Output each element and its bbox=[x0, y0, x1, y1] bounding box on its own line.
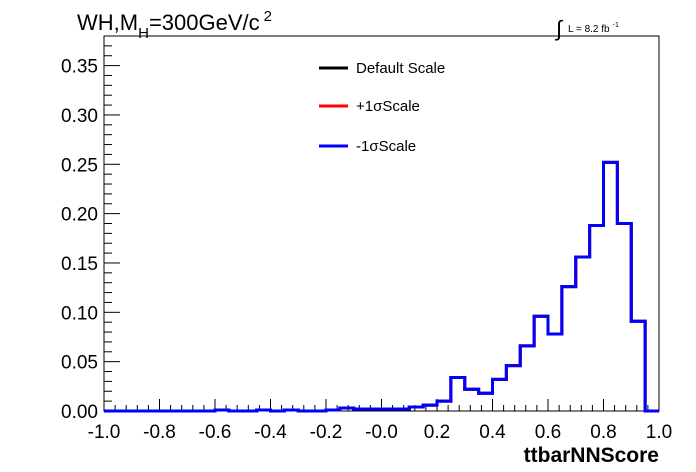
luminosity-value: L = 8.2 fb bbox=[568, 24, 610, 35]
x-tick-label: 0.8 bbox=[590, 422, 616, 443]
y-tick-label: 0.00 bbox=[61, 402, 98, 423]
y-tick-label: 0.25 bbox=[61, 155, 98, 176]
series-lines bbox=[104, 160, 659, 413]
x-axis-title: ttbarNNScore bbox=[524, 444, 659, 467]
y-tick-label: 0.35 bbox=[61, 57, 98, 78]
title-main: WH,M bbox=[77, 10, 138, 35]
y-tick-label: 0.10 bbox=[61, 303, 98, 324]
x-axis: -1.0 -0.8 -0.6 -0.4 -0.2 -0.0 0.2 0.4 0.6 0.8 1.0 bbox=[88, 399, 672, 443]
legend: Default Scale +1σScale -1σScale bbox=[319, 60, 445, 155]
luminosity-text: L = 8.2 fb -1 bbox=[568, 22, 619, 35]
integral-symbol: ∫ bbox=[554, 16, 564, 41]
x-tick-label: -0.0 bbox=[365, 422, 398, 443]
y-axis: 0.00 0.05 0.10 0.15 0.20 0.25 0.30 0.35 bbox=[61, 35, 120, 423]
x-tick-label: 1.0 bbox=[646, 422, 672, 443]
x-tick-label: -0.4 bbox=[254, 422, 287, 443]
legend-label-plus1sigma: +1σScale bbox=[356, 98, 420, 115]
luminosity-superscript: -1 bbox=[613, 22, 619, 29]
title-superscript: 2 bbox=[264, 8, 272, 25]
title-rest: =300GeV/c bbox=[149, 10, 260, 35]
x-tick-label: -0.8 bbox=[143, 422, 176, 443]
x-tick-label: 0.2 bbox=[424, 422, 450, 443]
y-tick-label: 0.15 bbox=[61, 254, 98, 275]
chart-title: WH,MH=300GeV/c 2 bbox=[77, 8, 272, 42]
luminosity-label: ∫ L = 8.2 fb -1 bbox=[554, 16, 619, 41]
x-tick-label: -1.0 bbox=[88, 422, 121, 443]
series-line-minus1sigma bbox=[104, 160, 659, 413]
y-tick-label: 0.20 bbox=[61, 205, 98, 226]
x-tick-label: -0.2 bbox=[310, 422, 343, 443]
y-tick-label: 0.05 bbox=[61, 353, 98, 374]
x-tick-label: -0.6 bbox=[199, 422, 232, 443]
x-tick-label: 0.6 bbox=[535, 422, 561, 443]
legend-label-minus1sigma: -1σScale bbox=[356, 138, 416, 155]
legend-label-default: Default Scale bbox=[356, 60, 445, 77]
y-tick-label: 0.30 bbox=[61, 106, 98, 127]
title-subscript: H bbox=[138, 25, 149, 42]
x-tick-label: 0.4 bbox=[479, 422, 506, 443]
